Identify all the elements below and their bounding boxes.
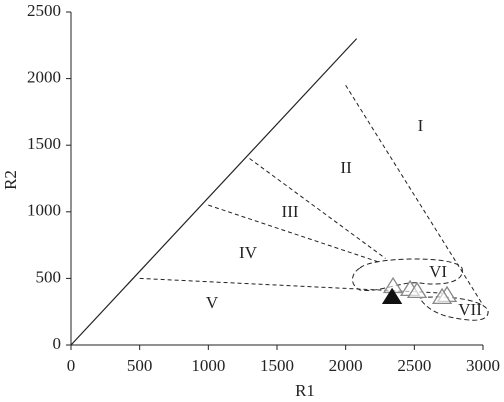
y-tick-label: 2500 [27,1,61,20]
boundary-line [249,158,386,259]
data-point [381,287,403,305]
x-tick-label: 500 [127,356,153,375]
region-label: V [206,293,219,312]
region-outline [419,296,489,321]
data-point [431,287,453,305]
x-tick-label: 0 [67,356,76,375]
region-label: I [418,116,424,135]
data-point [406,281,428,299]
region-label: II [340,158,352,177]
y-axis-label: R2 [1,170,20,190]
y-tick-label: 0 [53,334,62,353]
region-label: VII [458,300,482,319]
region-label: III [282,202,299,221]
x-tick-label: 2500 [397,356,431,375]
boundary-line [70,38,358,346]
region-label: VI [429,262,447,281]
y-tick-label: 2000 [27,68,61,87]
x-axis-label: R1 [295,381,315,400]
x-tick-label: 1500 [260,356,294,375]
x-tick-label: 1000 [191,356,225,375]
y-tick-label: 1500 [27,134,61,153]
y-tick-label: 1000 [27,201,61,220]
boundary-line [208,204,381,263]
y-tick-label: 500 [36,267,62,286]
boundary-line [345,84,484,306]
x-tick-label: 2000 [329,356,363,375]
x-tick-label: 3000 [466,356,500,375]
region-label: IV [239,243,258,262]
region-outline [352,258,463,291]
